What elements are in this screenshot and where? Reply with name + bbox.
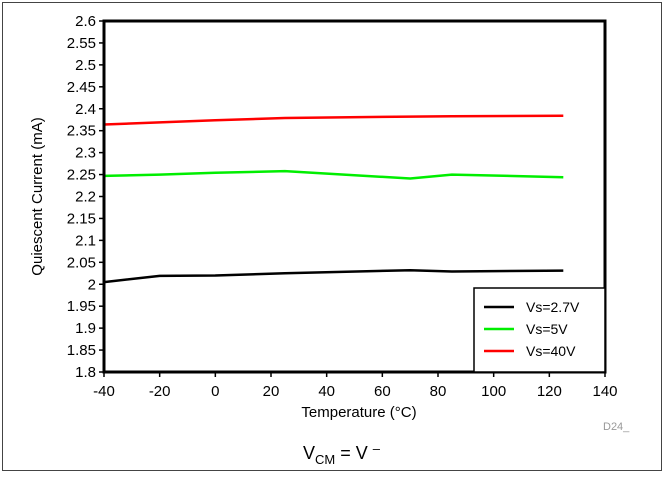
x-axis-label: Temperature (°C) bbox=[301, 404, 416, 421]
caption-equals: = V bbox=[335, 443, 373, 463]
y-tick-label: 1.8 bbox=[75, 364, 96, 381]
x-axis-ticks: -40 -20 0 20 40 60 80 100 120 140 bbox=[93, 372, 618, 400]
x-tick-label: 40 bbox=[318, 383, 335, 400]
legend-label-2: Vs=5V bbox=[526, 321, 568, 337]
chart-frame: 1.8 1.85 1.9 1.95 2 2.05 2.1 2.15 2.2 2.25 2.3 2.35… bbox=[2, 2, 662, 471]
caption-sub: CM bbox=[315, 452, 335, 467]
y-tick-label: 2.3 bbox=[75, 145, 96, 162]
y-tick-label: 1.85 bbox=[67, 342, 96, 359]
y-tick-label: 2.05 bbox=[67, 254, 96, 271]
series-line-2 bbox=[103, 169, 564, 180]
caption: VCM = V – bbox=[303, 441, 381, 467]
caption-v: V bbox=[303, 443, 315, 463]
legend-label-3: Vs=40V bbox=[526, 343, 576, 359]
y-axis-ticks: 1.8 1.85 1.9 1.95 2 2.05 2.1 2.15 2.2 2.25 2.3 2.35… bbox=[67, 13, 104, 381]
x-tick-label: -20 bbox=[149, 383, 171, 400]
x-tick-label: 100 bbox=[481, 383, 506, 400]
x-tick-label: 0 bbox=[211, 383, 219, 400]
plot-area bbox=[102, 19, 607, 374]
y-tick-label: 2.5 bbox=[75, 57, 96, 74]
x-tick-label: -40 bbox=[93, 383, 115, 400]
series-line-3 bbox=[103, 114, 564, 126]
chart-svg: 1.8 1.85 1.9 1.95 2 2.05 2.1 2.15 2.2 2.25 2.3 2.35… bbox=[29, 13, 630, 467]
x-tick-label: 80 bbox=[430, 383, 447, 400]
y-tick-label: 2.25 bbox=[67, 167, 96, 184]
y-tick-label: 1.95 bbox=[67, 298, 96, 315]
x-tick-label: 20 bbox=[263, 383, 280, 400]
x-tick-label: 60 bbox=[374, 383, 391, 400]
y-tick-label: 2.35 bbox=[67, 123, 96, 140]
y-tick-label: 2.4 bbox=[75, 101, 96, 118]
y-tick-label: 2.15 bbox=[67, 210, 96, 227]
y-axis-label: Quiescent Current (mA) bbox=[29, 117, 46, 275]
x-tick-label: 120 bbox=[537, 383, 562, 400]
y-tick-label: 2.6 bbox=[75, 13, 96, 30]
caption-sup: – bbox=[373, 441, 381, 456]
legend: Vs=2.7V Vs=5V Vs=40V bbox=[473, 287, 606, 373]
y-tick-label: 2.45 bbox=[67, 79, 96, 96]
legend-label-1: Vs=2.7V bbox=[526, 299, 580, 315]
series-lines bbox=[103, 114, 564, 284]
figure-id: D24_ bbox=[603, 421, 630, 433]
x-tick-label: 140 bbox=[592, 383, 617, 400]
y-tick-label: 2.55 bbox=[67, 35, 96, 52]
y-tick-label: 1.9 bbox=[75, 320, 96, 337]
series-line-1 bbox=[103, 268, 564, 284]
y-tick-label: 2.2 bbox=[75, 189, 96, 206]
y-tick-label: 2.1 bbox=[75, 232, 96, 249]
y-tick-label: 2 bbox=[88, 276, 96, 293]
